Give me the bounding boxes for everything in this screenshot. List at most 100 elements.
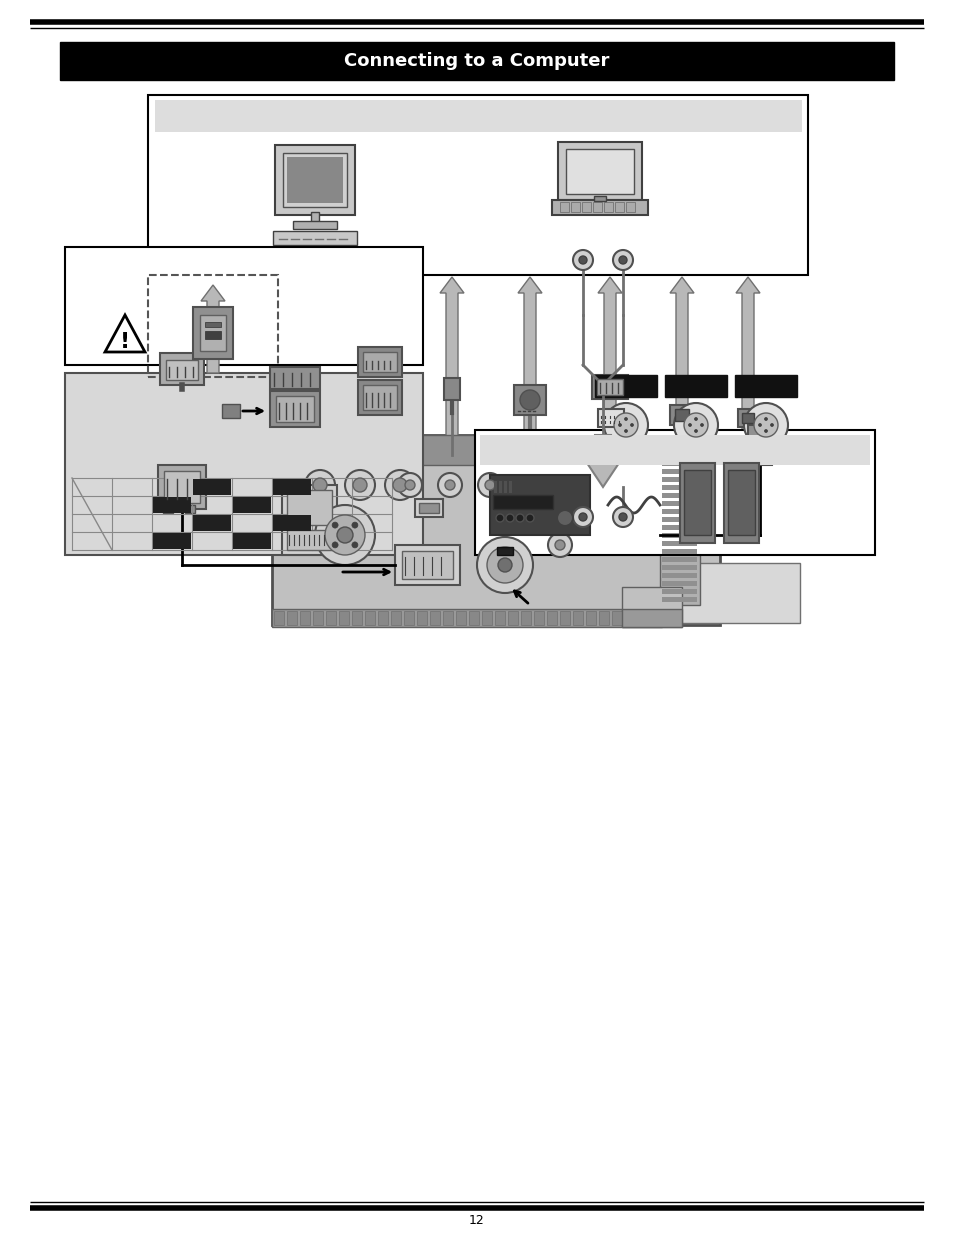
Bar [205,322,221,327]
Bar [60,42,893,80]
Bar [166,359,198,380]
Bar [456,611,465,625]
Polygon shape [598,277,621,435]
Text: 12: 12 [469,1214,484,1226]
Bar [152,534,191,550]
Circle shape [613,508,633,527]
Circle shape [557,510,573,526]
Bar [734,375,796,396]
Bar [661,525,697,530]
Bar [65,247,422,366]
Bar [594,196,605,201]
Circle shape [673,403,718,447]
Bar [679,463,714,543]
Bar [514,385,545,415]
Circle shape [555,540,564,550]
Bar [293,221,336,228]
Polygon shape [439,277,463,454]
Bar [287,530,332,550]
Circle shape [336,527,353,543]
Circle shape [332,542,337,548]
Bar [313,611,323,625]
Bar [326,611,335,625]
Bar [270,391,319,427]
Polygon shape [201,285,225,373]
Bar [546,611,557,625]
Circle shape [694,430,697,432]
Circle shape [505,514,514,522]
Circle shape [486,547,522,583]
Circle shape [613,249,633,270]
Bar [661,509,697,514]
Circle shape [525,514,534,522]
Bar [621,609,681,627]
Circle shape [688,424,691,426]
Circle shape [763,430,767,432]
Bar [581,203,590,212]
Circle shape [630,424,633,426]
Text: Connecting to a Computer: Connecting to a Computer [344,52,609,70]
Bar [299,611,310,625]
Bar [490,475,589,535]
Bar [598,611,608,625]
Circle shape [624,430,627,432]
Bar [675,409,688,421]
Circle shape [573,249,593,270]
Bar [650,611,660,625]
Bar [661,541,697,546]
Circle shape [325,515,365,555]
Circle shape [352,542,357,548]
Bar [503,480,506,493]
Bar [558,142,641,200]
Bar [661,573,697,578]
Bar [160,353,204,385]
Circle shape [437,473,461,496]
Bar [598,409,623,427]
Bar [615,203,623,212]
Circle shape [497,558,512,572]
Bar [193,515,231,531]
Circle shape [352,522,357,529]
Bar [624,611,635,625]
Bar [494,480,497,493]
Bar [661,597,697,601]
Bar [661,534,697,538]
Bar [621,587,681,627]
Bar [727,471,754,535]
Circle shape [521,447,537,463]
Bar [193,308,233,359]
Bar [661,580,697,585]
Bar [442,611,453,625]
Circle shape [770,424,773,426]
Circle shape [305,471,335,500]
Circle shape [496,514,503,522]
Circle shape [758,424,760,426]
Polygon shape [582,435,622,487]
Bar [311,212,318,222]
Bar [164,471,200,503]
Polygon shape [669,277,693,435]
Bar [205,331,221,338]
Circle shape [624,417,627,420]
Text: !: ! [120,332,130,352]
Circle shape [547,534,572,557]
Bar [233,496,271,513]
Bar [272,435,720,466]
Bar [603,203,613,212]
Bar [661,477,697,482]
Bar [669,405,693,425]
Bar [365,611,375,625]
Bar [597,379,622,395]
Bar [152,496,191,513]
Circle shape [683,412,707,437]
Bar [723,463,759,543]
Circle shape [603,403,647,447]
Bar [661,485,697,490]
Circle shape [313,478,327,492]
Circle shape [332,522,337,529]
Bar [395,545,459,585]
Bar [287,611,296,625]
Bar [418,503,438,513]
Bar [661,501,697,506]
Circle shape [614,412,638,437]
